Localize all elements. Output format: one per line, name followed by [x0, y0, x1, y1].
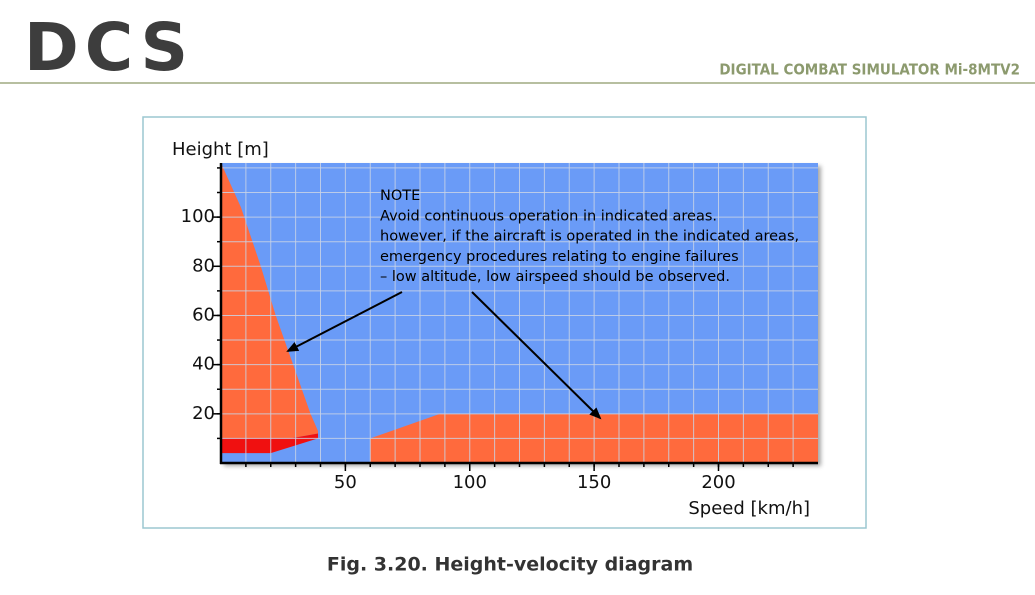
x-tick-label: 50 [334, 472, 357, 493]
note-line: Avoid continuous operation in indicated … [380, 208, 717, 224]
arrow [471, 291, 602, 420]
y-tick-label: 40 [192, 354, 215, 375]
note-line: emergency procedures relating to engine … [380, 249, 739, 265]
logo: DCS [24, 9, 194, 86]
note-line: however, if the aircraft is operated in … [380, 229, 799, 245]
plot: 20 40 60 80 100 50 100 150 200 Height [m] Speed [k… [172, 139, 818, 519]
x-axis-label: Speed [km/h] [688, 498, 810, 519]
note-line: – low altitude, low airspeed should be o… [380, 269, 730, 285]
x-tick-label: 150 [577, 472, 611, 493]
header-title: DIGITAL COMBAT SIMULATOR Mi-8MTV2 [719, 61, 1020, 79]
caption: Fig. 3.20. Height-velocity diagram [327, 554, 693, 576]
note-line: NOTE [380, 188, 420, 204]
y-tick-label: 20 [192, 403, 215, 424]
y-tick-label: 100 [181, 206, 215, 227]
y-tick-label: 60 [192, 304, 215, 325]
arrow [286, 291, 403, 352]
region [221, 163, 319, 439]
x-tick-label: 200 [701, 472, 735, 493]
y-axis-label: Height [m] [172, 139, 269, 160]
y-tick-label: 80 [192, 255, 215, 276]
x-tick-label: 100 [453, 472, 487, 493]
